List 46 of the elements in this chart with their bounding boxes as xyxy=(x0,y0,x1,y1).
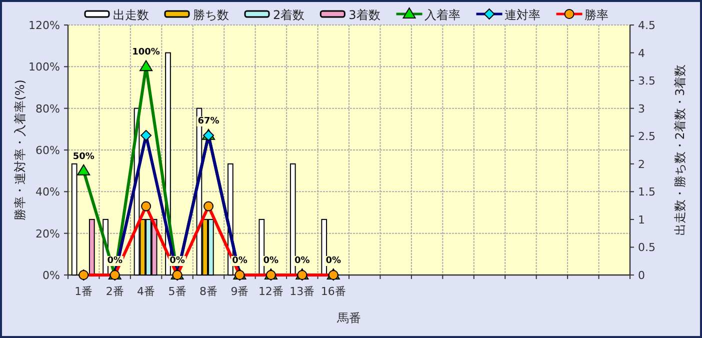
x-tick-label: 13番 xyxy=(290,285,315,298)
data-label: 0% xyxy=(170,256,185,266)
data-label: 50% xyxy=(72,152,94,162)
x-tick-label: 16番 xyxy=(320,285,346,298)
legend-label: 勝ち数 xyxy=(193,8,229,22)
y-axis-title: 勝率・連対率・入着率(%) xyxy=(13,80,27,220)
data-label: 100% xyxy=(132,48,160,58)
legend-label: 連対率 xyxy=(504,8,540,22)
x-axis-title: 馬番 xyxy=(336,311,361,325)
data-label: 0% xyxy=(263,256,279,266)
bar xyxy=(258,218,265,276)
y2-tick-label: 1.5 xyxy=(638,186,656,199)
x-tick-label: 4番 xyxy=(137,285,156,298)
y2-tick-label: 4 xyxy=(638,46,645,60)
y-tick-label: 80% xyxy=(36,102,60,116)
legend-label: 2着数 xyxy=(273,8,305,22)
x-tick-label: 1番 xyxy=(74,285,93,298)
x-tick-label: 12番 xyxy=(258,285,284,298)
x-tick-label: 2番 xyxy=(106,285,124,298)
y-tick-label: 100% xyxy=(28,60,60,74)
y-tick-label: 120% xyxy=(28,19,60,32)
legend-label: 出走数 xyxy=(113,8,149,22)
x-tick-label: 9番 xyxy=(230,285,249,298)
y-tick-label: 40% xyxy=(36,186,60,199)
x-tick-label: 5番 xyxy=(168,285,186,298)
y-tick-label: 20% xyxy=(36,227,60,240)
data-label: 0% xyxy=(232,256,248,266)
y2-tick-label: 0 xyxy=(638,269,645,282)
data-label: 0% xyxy=(294,256,310,266)
x-tick-label: 8番 xyxy=(200,285,218,298)
y2-axis-title: 出走数・勝ち数・2着数・3着数 xyxy=(673,64,687,236)
y2-tick-label: 0.5 xyxy=(638,241,656,254)
data-label: 0% xyxy=(107,256,122,266)
y2-tick-label: 3.5 xyxy=(638,74,656,88)
y-tick-label: 0% xyxy=(42,269,60,282)
y2-tick-label: 2.5 xyxy=(638,130,656,144)
data-label: 67% xyxy=(198,116,220,126)
data-label: 0% xyxy=(326,256,342,266)
y2-tick-label: 1 xyxy=(638,213,645,226)
legend-label: 3着数 xyxy=(348,8,380,22)
legend-label: 入着率 xyxy=(424,8,460,22)
y2-tick-label: 2 xyxy=(638,158,645,171)
y2-tick-label: 3 xyxy=(638,102,645,116)
y2-tick-label: 4.5 xyxy=(638,19,656,32)
y-tick-label: 60% xyxy=(36,144,60,157)
legend-label: 勝率 xyxy=(584,8,608,22)
